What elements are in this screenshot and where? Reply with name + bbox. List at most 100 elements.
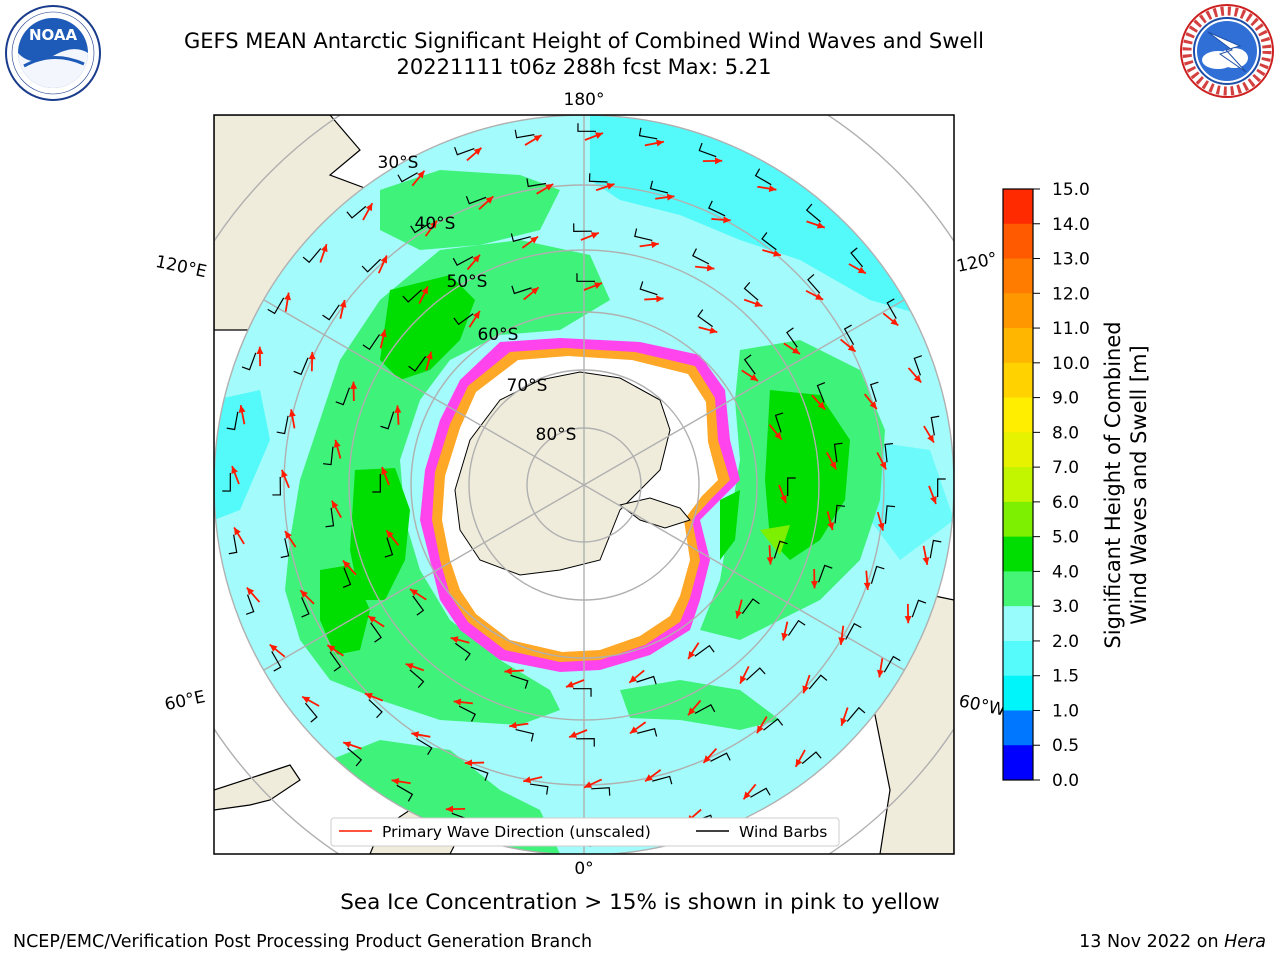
map-legend: Primary Wave Direction (unscaled) Wind B…: [330, 817, 840, 847]
wave-arrow: [781, 621, 789, 641]
wind-barb: [276, 415, 289, 435]
wave-arrow: [450, 636, 470, 644]
wave-arrow: [468, 310, 481, 328]
wave-arrow: [580, 231, 600, 241]
wave-arrow: [391, 777, 411, 785]
lat-label-30s: 30°S: [378, 153, 419, 173]
colorbar-segment: [1003, 675, 1033, 711]
wind-barb: [870, 565, 885, 584]
wind-barb: [833, 442, 843, 463]
colorbar-label-line1: Significant Height of Combined: [1101, 321, 1125, 648]
wind-barb: [515, 728, 534, 742]
wave-arrow: [466, 254, 481, 271]
colorbar-tick-label: 13.0: [1052, 250, 1090, 270]
wave-arrow: [424, 220, 438, 237]
wind-barb: [514, 129, 535, 139]
wind-barb: [454, 146, 475, 156]
wind-barb: [301, 597, 310, 618]
wind-barb: [710, 752, 731, 762]
wave-arrow: [838, 625, 846, 646]
wave-arrow: [284, 292, 292, 312]
wind-barb: [576, 273, 595, 282]
wave-arrow: [805, 289, 824, 301]
wind-barb: [272, 476, 281, 496]
wave-arrow: [756, 716, 768, 734]
wind-barb: [913, 355, 923, 376]
wave-arrow: [783, 342, 801, 355]
wind-barb: [930, 415, 940, 436]
graticule: [214, 115, 954, 854]
wave-arrow: [741, 369, 759, 382]
wave-arrow: [876, 451, 887, 470]
wave-arrow: [238, 405, 246, 425]
wave-arrow: [288, 409, 296, 429]
wave-arrow: [583, 778, 603, 789]
colorbar-segment: [1003, 223, 1033, 260]
wave-arrow: [385, 529, 400, 546]
wave-arrow: [233, 526, 245, 545]
wind-barb: [787, 619, 806, 636]
wind-barb: [453, 313, 474, 326]
wind-barb: [228, 534, 238, 555]
wave-arrow: [583, 282, 603, 291]
wind-barb: [639, 281, 658, 296]
colorbar-segment: [1003, 258, 1033, 294]
wind-barb: [883, 655, 901, 673]
wind-barb: [692, 248, 710, 265]
wave-arrow: [504, 667, 524, 675]
colorbar-tick-label: 4.0: [1052, 562, 1079, 582]
wind-barb: [929, 539, 942, 559]
wind-barb: [409, 669, 425, 689]
colorbar-segment: [1003, 536, 1033, 572]
wind-barb: [396, 784, 414, 802]
wind-barb: [591, 787, 611, 796]
wind-barb: [636, 675, 657, 685]
wind-barb: [458, 705, 476, 722]
wave-arrow: [655, 193, 675, 201]
wind-barb: [325, 507, 335, 528]
wave-arrow: [521, 235, 539, 249]
wave-arrow: [409, 588, 427, 601]
wave-arrow: [367, 615, 385, 628]
wind-barb: [222, 473, 231, 492]
wind-barb: [465, 196, 487, 205]
wave-arrow: [523, 776, 543, 784]
wave-arrow: [342, 741, 362, 750]
map-frame: [213, 114, 955, 855]
wave-arrow: [284, 530, 297, 548]
wind-barb: [293, 357, 309, 376]
wave-arrow: [876, 511, 885, 531]
wave-arrow: [702, 157, 723, 165]
wave-arrow: [377, 255, 388, 274]
wind-barb: [576, 737, 595, 747]
colorbar-tick-label: 9.0: [1052, 389, 1079, 409]
wave-arrow: [863, 393, 878, 410]
wave-arrow: [711, 216, 731, 224]
wave-arrow: [339, 299, 347, 319]
wave-arrow: [231, 465, 240, 485]
wind-barb: [869, 381, 879, 402]
wave-arrow: [848, 263, 867, 275]
footer-credit: NCEP/EMC/Verification Post Processing Pr…: [13, 932, 593, 952]
wave-arrow: [629, 721, 647, 735]
wind-barb: [416, 738, 433, 756]
colorbar-axis-label: Significant Height of Combined Wind Wave…: [1101, 321, 1151, 648]
wind-barb: [786, 327, 798, 348]
wind-barb: [763, 718, 784, 731]
wind-barb: [649, 180, 669, 194]
wind-barb: [845, 622, 862, 640]
colorbar-segment: [1003, 189, 1033, 225]
wave-arrow: [246, 586, 261, 603]
colorbar-segment: [1003, 432, 1033, 468]
wind-barb: [226, 411, 239, 431]
wave-arrow: [826, 511, 835, 531]
wind-barb: [455, 642, 471, 661]
wind-barb: [573, 688, 592, 697]
wind-barb: [526, 178, 547, 188]
colorbar-segment: [1003, 362, 1033, 399]
wind-barb: [816, 382, 826, 403]
wave-arrow: [411, 170, 426, 187]
wave-arrow: [464, 759, 485, 767]
wind-barb: [708, 200, 726, 217]
wave-arrow: [568, 729, 588, 739]
